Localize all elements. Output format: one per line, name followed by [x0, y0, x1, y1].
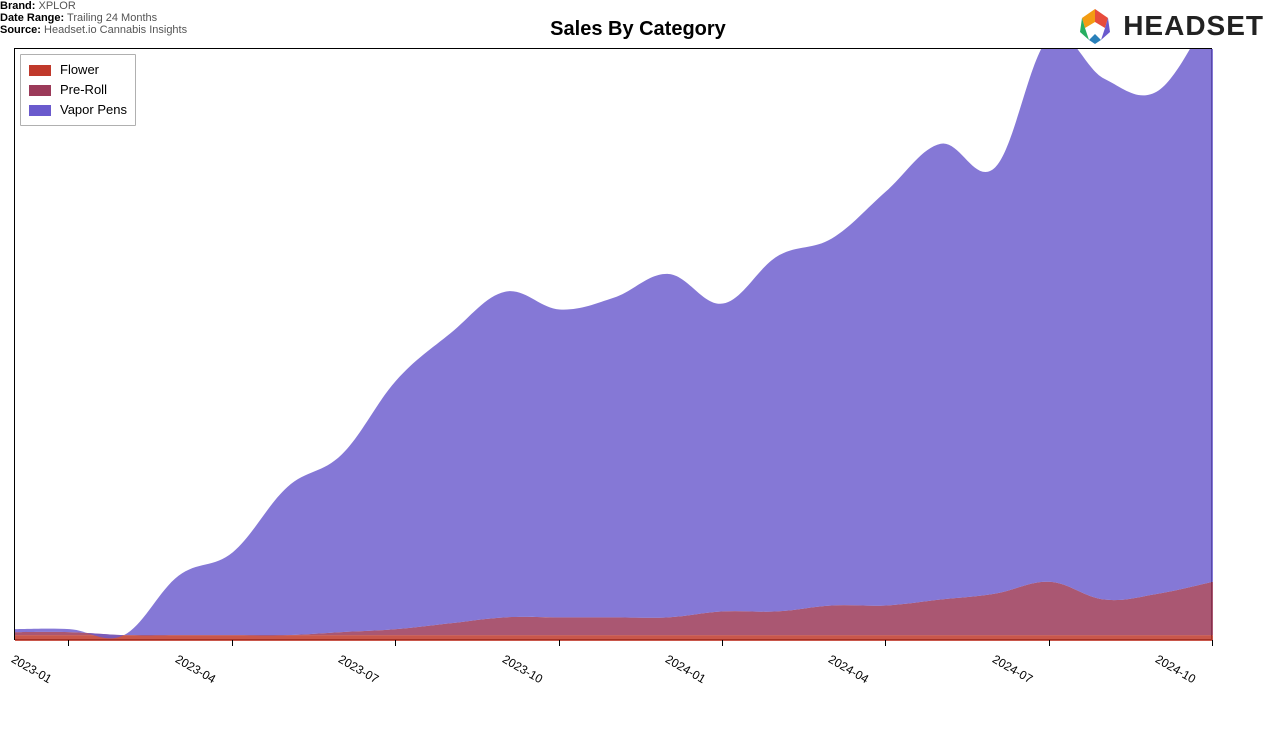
plot-area	[14, 48, 1212, 640]
xtick-label: 2024-07	[990, 652, 1035, 686]
legend-label: Pre-Roll	[60, 80, 107, 100]
xtick-label: 2024-10	[1153, 652, 1198, 686]
xtick-label: 2024-04	[826, 652, 871, 686]
xtick-mark	[559, 640, 560, 646]
legend-swatch	[29, 105, 51, 116]
legend-label: Vapor Pens	[60, 100, 127, 120]
xtick-label: 2023-07	[336, 652, 381, 686]
legend-item: Pre-Roll	[29, 80, 127, 100]
headset-logo-icon	[1075, 6, 1115, 46]
legend-item: Flower	[29, 60, 127, 80]
legend: FlowerPre-RollVapor Pens	[20, 54, 136, 126]
xtick-mark	[1212, 640, 1213, 646]
xtick-mark	[232, 640, 233, 646]
xtick-mark	[722, 640, 723, 646]
xtick-label: 2023-01	[9, 652, 54, 686]
xtick-label: 2023-04	[173, 652, 218, 686]
xtick-mark	[68, 640, 69, 646]
series-vapor-pens	[15, 49, 1213, 638]
legend-swatch	[29, 85, 51, 96]
legend-swatch	[29, 65, 51, 76]
xtick-label: 2024-01	[663, 652, 708, 686]
xtick-mark	[885, 640, 886, 646]
series-flower	[15, 635, 1213, 641]
xtick-label: 2023-10	[500, 652, 545, 686]
legend-item: Vapor Pens	[29, 100, 127, 120]
xtick-mark	[1049, 640, 1050, 646]
legend-label: Flower	[60, 60, 99, 80]
xtick-mark	[395, 640, 396, 646]
brand-logo-text: HEADSET	[1123, 10, 1264, 42]
brand-logo: HEADSET	[1075, 6, 1264, 46]
area-chart	[15, 49, 1213, 641]
